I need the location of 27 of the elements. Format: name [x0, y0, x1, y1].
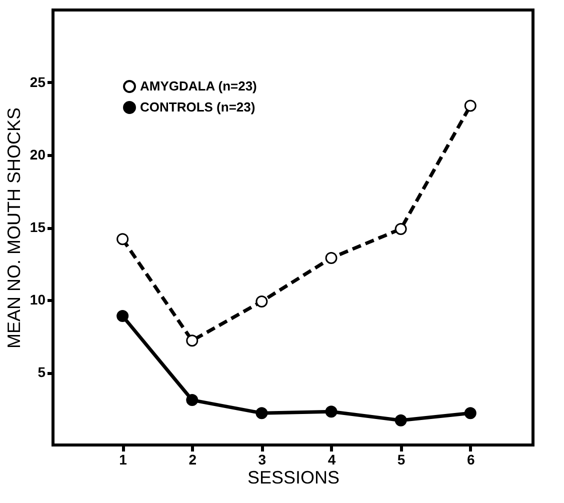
x-tick-label: 6	[466, 452, 475, 468]
x-tick-label: 5	[397, 452, 406, 468]
point	[186, 394, 198, 406]
legend-label: CONTROLS (n=23)	[140, 100, 256, 114]
y-tick-label: 15	[30, 219, 46, 235]
x-tick-label: 2	[188, 452, 197, 468]
y-tick-label: 5	[38, 364, 46, 380]
point	[116, 233, 129, 246]
legend-label: AMYGDALA (n=23)	[140, 78, 257, 94]
point	[394, 222, 407, 235]
point	[186, 334, 198, 347]
point	[116, 310, 129, 322]
y-tick-label: 20	[30, 146, 46, 162]
point	[464, 407, 476, 420]
x-tick-label: 1	[119, 452, 128, 468]
y-tick-label: 25	[30, 74, 46, 90]
x-tick-label: 4	[328, 452, 336, 468]
point	[394, 414, 407, 426]
point	[256, 295, 268, 308]
point	[256, 407, 268, 420]
x-tick-label: 3	[258, 452, 266, 468]
point	[325, 252, 338, 264]
y-tick-label: 10	[30, 292, 46, 308]
point	[464, 100, 476, 112]
y-axis-title: MEAN NO. MOUTH SHOCKS	[4, 107, 24, 349]
point	[325, 406, 338, 418]
x-axis-title: SESSIONS	[247, 468, 340, 488]
